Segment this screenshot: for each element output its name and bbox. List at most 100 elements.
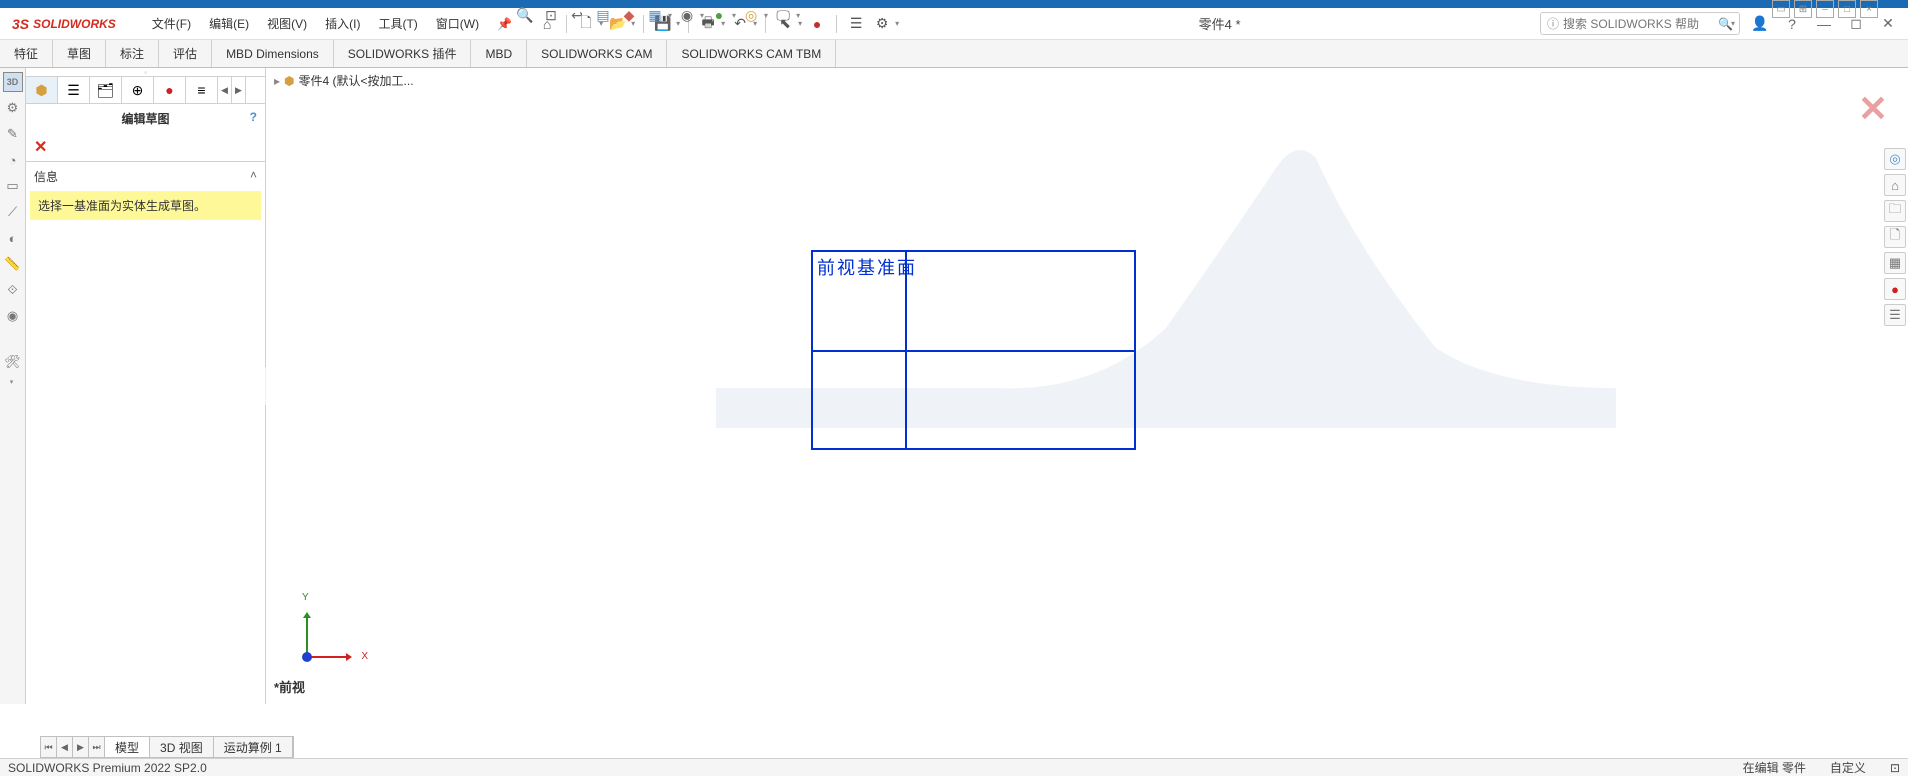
task-resources-icon[interactable]: ◎ <box>1884 148 1906 170</box>
zoom-fit-icon[interactable]: 🔍 <box>514 4 536 26</box>
panel-tab-display[interactable]: ● <box>154 77 186 103</box>
settings-icon[interactable]: ⚙ <box>871 13 893 35</box>
menu-bar: 文件(F) 编辑(E) 视图(V) 插入(I) 工具(T) 窗口(W) 📌 <box>144 11 512 36</box>
panel-tab-prev[interactable]: ◀ <box>218 77 232 103</box>
rail-eval-icon[interactable]: 📏 <box>3 254 23 274</box>
panel-cancel-icon[interactable]: ✕ <box>26 133 265 161</box>
info-section-header[interactable]: 信息 ˄ <box>26 162 265 191</box>
menu-edit[interactable]: 编辑(E) <box>201 11 257 36</box>
rail-render-icon[interactable]: ◉ <box>3 306 23 326</box>
graphics-area[interactable]: ▸ ⬢ 零件4 (默认<按加工... ✕ 前视基准面 Y X <box>266 68 1908 704</box>
viewport-close-icon[interactable]: × <box>1860 0 1878 18</box>
tab-annotate[interactable]: 标注 <box>106 40 159 67</box>
tab-sketch[interactable]: 草图 <box>53 40 106 67</box>
user-icon[interactable]: 👤 <box>1748 12 1772 36</box>
status-custom[interactable]: 自定义 <box>1830 759 1866 776</box>
collapse-icon[interactable]: ˄ <box>250 168 257 185</box>
tab-cam-tbm[interactable]: SOLIDWORKS CAM TBM <box>667 40 836 67</box>
rail-more-icon[interactable]: 🛠 <box>3 352 23 372</box>
orientation-triad[interactable]: Y X <box>296 604 356 664</box>
rebuild-icon[interactable]: ● <box>806 13 828 35</box>
view-settings-icon[interactable]: 🖵 <box>772 4 794 26</box>
status-bar: SOLIDWORKS Premium 2022 SP2.0 在编辑 零件 自定义… <box>0 758 1908 776</box>
options-icon[interactable]: ☰ <box>845 13 867 35</box>
task-appearance-icon[interactable]: ● <box>1884 278 1906 300</box>
info-message: 选择一基准面为实体生成草图。 <box>30 191 261 220</box>
panel-title-text: 编辑草图 <box>121 112 169 126</box>
tab-nav-last[interactable]: ⏭ <box>89 737 105 757</box>
exit-sketch-icon[interactable]: ✕ <box>1858 88 1888 130</box>
apply-scene-icon[interactable]: ◎ <box>740 4 762 26</box>
viewport-max-icon[interactable]: □ <box>1838 0 1856 18</box>
rail-surface-icon[interactable]: ◔ <box>3 150 23 170</box>
logo-prefix: 3S <box>12 16 29 32</box>
menu-view[interactable]: 视图(V) <box>259 11 315 36</box>
search-box[interactable]: ⓘ 🔍 ▾ <box>1540 12 1740 35</box>
zoom-area-icon[interactable]: ⊡ <box>540 4 562 26</box>
tab-nav-next[interactable]: ▶ <box>73 737 89 757</box>
menu-window[interactable]: 窗口(W) <box>428 11 487 36</box>
rail-weld-icon[interactable]: ⟋ <box>3 202 23 222</box>
feature-manager-panel: ◦ ⬢ ☰ 🗂 ⊕ ● ≡ ◀ ▶ 编辑草图 ? ✕ 信息 ˄ 选择一基准面为实… <box>26 68 266 704</box>
info-header-text: 信息 <box>34 168 58 185</box>
tab-evaluate[interactable]: 评估 <box>159 40 212 67</box>
tab-mbd[interactable]: MBD <box>471 40 527 67</box>
section-view-icon[interactable]: ▤ <box>592 4 614 26</box>
breadcrumb-part[interactable]: 零件4 (默认<按加工... <box>299 72 414 89</box>
close-icon[interactable]: ✕ <box>1876 12 1900 36</box>
document-title: 零件4 * <box>899 14 1540 33</box>
ribbon-tabs: 特征 草图 标注 评估 MBD Dimensions SOLIDWORKS 插件… <box>0 40 1908 68</box>
rail-mold-icon[interactable]: ◐ <box>3 228 23 248</box>
task-library-icon[interactable]: 🗀 <box>1884 200 1906 222</box>
viewport-link-icon[interactable]: ⊞ <box>1794 0 1812 18</box>
panel-tab-config[interactable]: 🗂 <box>90 77 122 103</box>
help-hint-icon: ⓘ <box>1547 15 1559 32</box>
part-icon: ⬢ <box>284 74 294 88</box>
tab-nav-prev[interactable]: ◀ <box>57 737 73 757</box>
rail-3d-icon[interactable]: 3D <box>3 72 23 92</box>
tab-cam[interactable]: SOLIDWORKS CAM <box>527 40 667 67</box>
menu-insert[interactable]: 插入(I) <box>317 11 368 36</box>
panel-tab-feature-tree[interactable]: ⬢ <box>26 77 58 103</box>
tab-nav-first[interactable]: ⏮ <box>41 737 57 757</box>
search-input[interactable] <box>1563 17 1718 31</box>
tab-addins[interactable]: SOLIDWORKS 插件 <box>334 40 472 67</box>
bottom-tab-motion[interactable]: 运动算例 1 <box>214 737 293 757</box>
menu-tools[interactable]: 工具(T) <box>370 11 425 36</box>
rail-assembly-icon[interactable]: ⚙ <box>3 98 23 118</box>
panel-tab-property[interactable]: ☰ <box>58 77 90 103</box>
status-widget-icon[interactable]: ⊡ <box>1890 761 1900 775</box>
panel-tab-dimxpert[interactable]: ⊕ <box>122 77 154 103</box>
breadcrumb: ▸ ⬢ 零件4 (默认<按加工... <box>274 72 414 89</box>
hide-show-icon[interactable]: ◉ <box>676 4 698 26</box>
task-explorer-icon[interactable]: 🗋 <box>1884 226 1906 248</box>
menu-file[interactable]: 文件(F) <box>144 11 199 36</box>
panel-handle[interactable]: ◦ <box>26 68 265 76</box>
search-dropdown-icon[interactable]: ▾ <box>1731 19 1735 28</box>
panel-tab-extra[interactable]: ≡ <box>186 77 218 103</box>
rail-sheet-icon[interactable]: ▭ <box>3 176 23 196</box>
tab-feature[interactable]: 特征 <box>0 40 53 67</box>
tab-mbd-dim[interactable]: MBD Dimensions <box>212 40 334 67</box>
left-rail: 3D ⚙ ✎ ◔ ▭ ⟋ ◐ 📏 ⟐ ◉ 🛠▾ <box>0 68 26 704</box>
viewport-min-icon[interactable]: – <box>1816 0 1834 18</box>
scene-icon[interactable]: ● <box>708 4 730 26</box>
breadcrumb-arrow-icon[interactable]: ▸ <box>274 74 280 88</box>
front-plane[interactable]: 前视基准面 <box>811 250 1136 450</box>
panel-tab-next[interactable]: ▶ <box>232 77 246 103</box>
task-view-icon[interactable]: ▦ <box>1884 252 1906 274</box>
panel-help-icon[interactable]: ? <box>250 110 257 124</box>
rail-dim-icon[interactable]: ⟐ <box>3 280 23 300</box>
viewport-single-icon[interactable]: ▭ <box>1772 0 1790 18</box>
task-pane: ◎ ⌂ 🗀 🗋 ▦ ● ☰ <box>1882 148 1908 326</box>
bottom-tab-3dview[interactable]: 3D 视图 <box>150 737 214 757</box>
plane-label: 前视基准面 <box>817 254 917 280</box>
prev-view-icon[interactable]: ↩ <box>566 4 588 26</box>
dynamic-view-icon[interactable]: ◆ <box>618 4 640 26</box>
bottom-tab-model[interactable]: 模型 <box>105 737 150 757</box>
rail-sketch-icon[interactable]: ✎ <box>3 124 23 144</box>
task-property-icon[interactable]: ☰ <box>1884 304 1906 326</box>
display-style-icon[interactable]: ▦ <box>644 4 666 26</box>
bottom-tabs: ⏮ ◀ ▶ ⏭ 模型 3D 视图 运动算例 1 <box>40 736 294 758</box>
task-home-icon[interactable]: ⌂ <box>1884 174 1906 196</box>
